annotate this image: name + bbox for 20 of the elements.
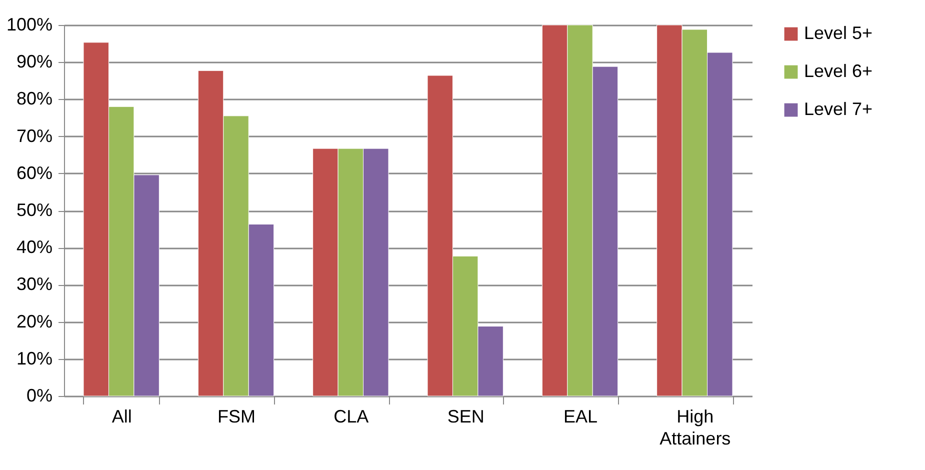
legend-label: Level 5+ [804, 23, 873, 43]
y-tick-label: 20% [16, 311, 52, 332]
legend-label: Level 6+ [804, 61, 873, 81]
x-tick-label: High Attainers [660, 406, 731, 448]
y-tick-label: 70% [16, 126, 52, 146]
y-tick-label: 90% [16, 52, 52, 72]
y-tick-label: 0% [26, 386, 52, 406]
y-tick-label: 40% [16, 237, 52, 258]
x-tick-label: FSM [218, 406, 256, 426]
y-tick-label: 80% [16, 88, 52, 109]
y-tick-label: 60% [16, 162, 52, 183]
legend-label: Level 7+ [804, 99, 873, 119]
x-tick-label: SEN [447, 406, 484, 426]
y-tick-label: 30% [16, 274, 52, 294]
y-tick-label: 50% [16, 200, 52, 220]
y-tick-label: 10% [16, 348, 52, 368]
x-tick-label: CLA [334, 406, 369, 426]
x-tick-label: EAL [563, 406, 598, 426]
x-tick-label: All [112, 406, 132, 426]
y-tick-label: 100% [6, 14, 52, 34]
